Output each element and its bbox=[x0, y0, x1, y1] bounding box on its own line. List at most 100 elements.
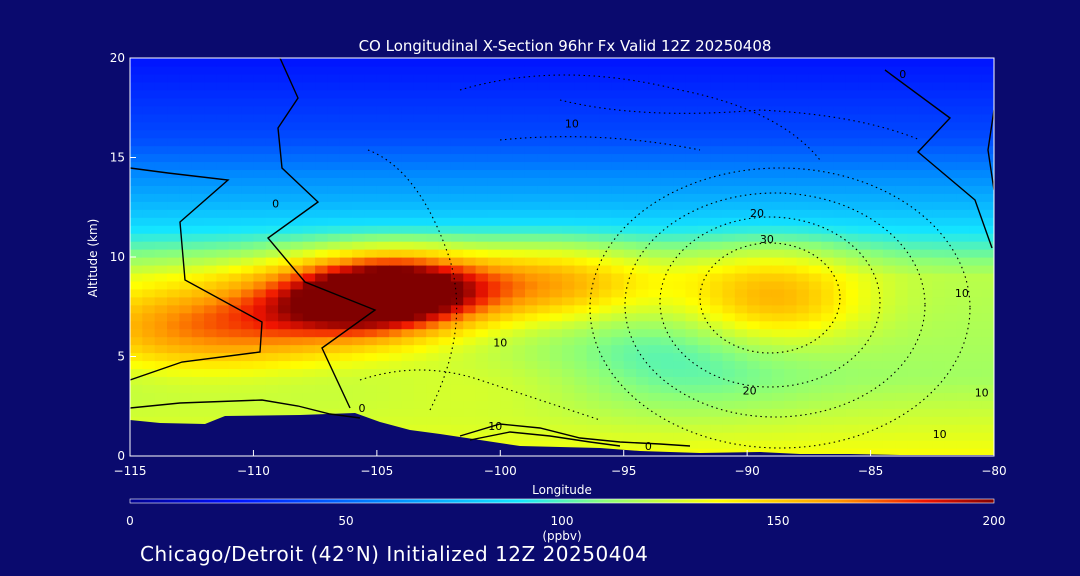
heatmap-cell-1587 bbox=[512, 400, 526, 409]
heatmap-cell-2846 bbox=[808, 121, 822, 131]
heatmap-cell-1077 bbox=[389, 400, 403, 409]
heatmap-cell-1941 bbox=[599, 424, 612, 433]
heatmap-cell-1062 bbox=[376, 113, 390, 123]
heatmap-cell-1320 bbox=[438, 89, 452, 99]
heatmap-cell-500 bbox=[241, 121, 255, 131]
heatmap-cell-2366 bbox=[697, 288, 711, 298]
heatmap-cell-2161 bbox=[648, 296, 662, 306]
heatmap-cell-2303 bbox=[685, 384, 699, 393]
heatmap-cell-3235 bbox=[907, 272, 921, 282]
heatmap-cell-2452 bbox=[722, 416, 736, 425]
heatmap-cell-2906 bbox=[821, 58, 835, 59]
heatmap-cell-978 bbox=[364, 376, 378, 385]
heatmap-cell-189 bbox=[167, 161, 180, 171]
heatmap-cell-1166 bbox=[401, 97, 415, 107]
heatmap-cell-1476 bbox=[475, 65, 489, 75]
heatmap-cell-1502 bbox=[487, 264, 501, 274]
heatmap-cell-2229 bbox=[660, 161, 674, 171]
heatmap-cell-1906 bbox=[586, 296, 600, 306]
heatmap-cell-1186 bbox=[413, 344, 427, 354]
heatmap-cell-2904 bbox=[821, 65, 835, 75]
heatmap-cell-350 bbox=[204, 97, 217, 107]
heatmap-cell-1745 bbox=[549, 360, 563, 370]
heatmap-cell-3215 bbox=[907, 432, 921, 441]
heatmap-cell-2011 bbox=[611, 272, 625, 282]
heatmap-cell-75 bbox=[142, 257, 156, 266]
heatmap-cell-2931 bbox=[833, 257, 847, 266]
heatmap-cell-2323 bbox=[685, 225, 699, 234]
heatmap-cell-3341 bbox=[932, 241, 946, 250]
heatmap-cell-1049 bbox=[376, 217, 390, 226]
heatmap-cell-1393 bbox=[463, 320, 477, 330]
heatmap-cell-3168 bbox=[895, 400, 909, 409]
heatmap-cell-93 bbox=[142, 113, 156, 123]
heatmap-cell-2560 bbox=[747, 368, 761, 377]
heatmap-cell-79 bbox=[142, 225, 156, 234]
heatmap-cell-1781 bbox=[549, 73, 563, 83]
heatmap-cell-2848 bbox=[808, 105, 822, 115]
heatmap-cell-1676 bbox=[524, 97, 538, 107]
heatmap-cell-2199 bbox=[660, 400, 674, 409]
heatmap-cell-2586 bbox=[747, 161, 761, 171]
heatmap-cell-719 bbox=[302, 408, 316, 417]
heatmap-cell-2485 bbox=[722, 153, 736, 163]
heatmap-cell-1872 bbox=[574, 161, 588, 171]
heatmap-cell-2645 bbox=[759, 97, 773, 107]
heatmap-cell-2016 bbox=[611, 233, 625, 242]
heatmap-cell-2443 bbox=[710, 81, 724, 91]
heatmap-cell-1653 bbox=[524, 280, 538, 290]
heatmap-cell-362 bbox=[216, 408, 230, 417]
heatmap-cell-2784 bbox=[796, 209, 810, 218]
heatmap-cell-927 bbox=[352, 376, 366, 385]
colorbar-ticks: 0 50 100 150 200 bbox=[126, 514, 1005, 528]
heatmap-cell-2912 bbox=[833, 408, 847, 417]
heatmap-cell-2432 bbox=[710, 169, 724, 178]
heatmap-cell-3016 bbox=[858, 392, 872, 401]
heatmap-cell-1029 bbox=[376, 376, 390, 385]
heatmap-cell-2049 bbox=[623, 376, 637, 385]
heatmap-cell-185 bbox=[167, 193, 180, 202]
heatmap-cell-3296 bbox=[919, 193, 933, 202]
heatmap-cell-906 bbox=[339, 137, 353, 147]
heatmap-cell-2357 bbox=[697, 360, 711, 370]
heatmap-cell-1259 bbox=[426, 169, 440, 178]
heatmap-cell-1352 bbox=[450, 241, 464, 250]
heatmap-cell-2506 bbox=[734, 392, 748, 401]
heatmap-cell-2435 bbox=[710, 145, 724, 155]
heatmap-cell-3474 bbox=[969, 400, 983, 409]
heatmap-cell-789 bbox=[315, 257, 329, 266]
heatmap-cell-348 bbox=[204, 113, 217, 123]
heatmap-cell-2792 bbox=[796, 145, 810, 155]
heatmap-cell-2347 bbox=[697, 440, 711, 449]
heatmap-cell-3144 bbox=[882, 185, 896, 194]
contour-label-3: 0 bbox=[899, 68, 906, 81]
heatmap-cell-747 bbox=[302, 185, 316, 194]
heatmap-cell-3257 bbox=[907, 97, 921, 107]
heatmap-cell-2414 bbox=[710, 312, 724, 322]
heatmap-cell-2138 bbox=[636, 73, 649, 83]
heatmap-cell-792 bbox=[315, 233, 329, 242]
heatmap-cell-3435 bbox=[956, 304, 970, 314]
heatmap-cell-1090 bbox=[389, 296, 403, 306]
heatmap-cell-320 bbox=[204, 336, 217, 346]
heatmap-cell-876 bbox=[339, 376, 353, 385]
heatmap-cell-1464 bbox=[475, 161, 489, 171]
heatmap-cell-2493 bbox=[722, 89, 736, 99]
heatmap-cell-727 bbox=[302, 344, 316, 354]
heatmap-cell-2043 bbox=[623, 424, 637, 433]
heatmap-cell-707 bbox=[290, 97, 304, 107]
heatmap-cell-1582 bbox=[512, 440, 526, 449]
heatmap-cell-1813 bbox=[562, 225, 575, 234]
heatmap-cell-2023 bbox=[611, 177, 625, 186]
heatmap-cell-3102 bbox=[870, 113, 884, 123]
heatmap-cell-1999 bbox=[611, 368, 625, 377]
heatmap-cell-2425 bbox=[710, 225, 724, 234]
heatmap-cell-1922 bbox=[586, 169, 600, 178]
heatmap-cell-148 bbox=[154, 81, 168, 91]
heatmap-cell-608 bbox=[265, 73, 279, 83]
heatmap-cell-3019 bbox=[858, 368, 872, 377]
heatmap-cell-2584 bbox=[747, 177, 761, 186]
heatmap-cell-3473 bbox=[969, 408, 983, 417]
heatmap-cell-1191 bbox=[413, 304, 427, 314]
heatmap-cell-1244 bbox=[426, 288, 440, 298]
